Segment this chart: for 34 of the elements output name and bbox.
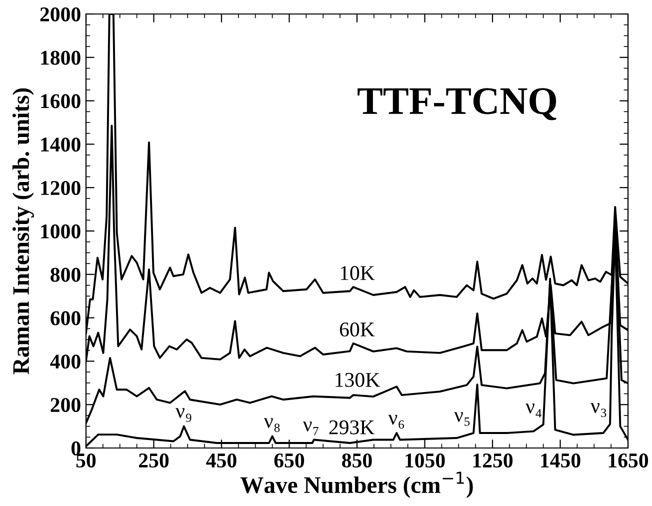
series-label: 10K <box>340 266 375 280</box>
y-tick-label: 1600 <box>41 94 80 108</box>
x-tick-label: 1250 <box>473 453 513 468</box>
annotation: ν₆ <box>388 414 404 429</box>
x-tick-label: 250 <box>139 453 169 468</box>
text: TTF-TCNQ <box>358 88 556 120</box>
annotation: ν₇ <box>302 422 318 436</box>
series-label: 130K <box>336 372 380 387</box>
series-label: 293K <box>329 420 375 434</box>
x-tick-label: 850 <box>342 453 372 468</box>
y-tick-label: 800 <box>50 268 80 282</box>
y-tick-label: 1000 <box>41 224 80 238</box>
annotation: ν₉ <box>176 408 192 422</box>
annotation: ν₃ <box>590 403 606 418</box>
annotation: ν₈ <box>264 418 280 432</box>
x-tick-label: 1050 <box>406 453 445 468</box>
x-tick-label: 1650 <box>608 453 648 468</box>
x-tick-label: 650 <box>274 453 304 468</box>
y-tick-label: 400 <box>50 354 80 369</box>
x-tick-label: 450 <box>206 453 236 468</box>
y-tick-label: 2000 <box>40 7 80 22</box>
y-tick-label: 200 <box>50 398 80 412</box>
y-tick-label: 600 <box>50 311 80 326</box>
y-tick-label: 0 <box>72 441 80 456</box>
x-axis-title: Wave Numbers (cm$^{−1}$) <box>240 472 473 498</box>
y-tick-label: 1200 <box>41 180 80 196</box>
y-tick-label: 1400 <box>41 138 80 152</box>
x-tick-label: 1450 <box>541 453 580 468</box>
y-axis-title: Raman Intensity (arb. units) <box>12 88 34 374</box>
x-tick-label: 50 <box>76 453 96 468</box>
series-label: 60K <box>340 322 375 337</box>
annotation: ν₄ <box>526 404 542 418</box>
y-tick-label: 1800 <box>41 50 80 65</box>
annotation: ν₅ <box>454 412 470 426</box>
